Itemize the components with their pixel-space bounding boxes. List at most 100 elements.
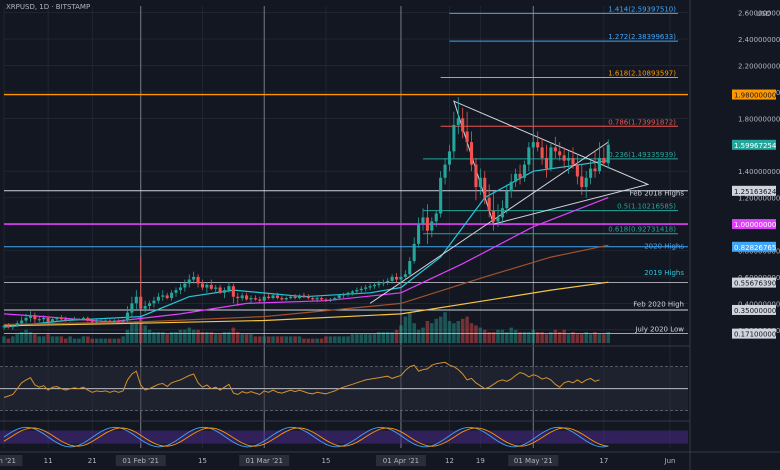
- candle-body: [443, 164, 447, 178]
- candle-body: [368, 286, 372, 288]
- candle-body: [328, 299, 332, 301]
- candle-body: [161, 295, 165, 297]
- volume-bar: [549, 332, 553, 343]
- volume-bar: [447, 321, 452, 343]
- candle-body: [170, 292, 174, 299]
- volume-bar: [438, 316, 443, 343]
- volume-bar: [174, 332, 178, 343]
- volume-bar: [205, 332, 209, 343]
- candle-body: [408, 261, 412, 275]
- time-axis[interactable]: Jan '21 11 21 01 Feb '21 15 01 Mar '21 15 01 Ap…: [0, 451, 780, 466]
- candle-body: [227, 286, 231, 291]
- volume-bar: [218, 334, 222, 343]
- volume-bar: [421, 327, 425, 343]
- volume-bar: [355, 334, 359, 343]
- time-tick-label: Jun: [664, 457, 676, 465]
- price-axis[interactable]: 2.600000002.400000002.200000002.00000000…: [689, 0, 780, 470]
- time-tick-label: 01 Apr '21: [383, 457, 419, 465]
- volume-bar: [597, 334, 602, 343]
- volume-bar: [491, 332, 496, 343]
- candle-body: [28, 315, 33, 318]
- candle-body: [399, 276, 403, 280]
- volume-bar: [566, 334, 571, 343]
- price-tick-label: 2.20000000: [738, 62, 780, 70]
- candle-body: [214, 287, 218, 289]
- candle-body: [249, 298, 253, 300]
- volume-bar: [465, 316, 469, 343]
- volume-bar: [434, 318, 439, 343]
- candle-body: [602, 157, 606, 164]
- volume-bar: [15, 334, 19, 343]
- volume-bar: [288, 336, 293, 343]
- volume-bar: [200, 332, 205, 343]
- volume-bar: [240, 334, 244, 343]
- volume-bar: [553, 329, 558, 343]
- candle-body: [209, 284, 213, 289]
- candle-body: [20, 320, 24, 324]
- volume-bar: [350, 334, 355, 343]
- price-tag-bg: [732, 139, 776, 150]
- candle-body: [456, 118, 460, 125]
- candle-body: [359, 288, 363, 291]
- candle-body: [492, 210, 496, 222]
- candle-body: [527, 147, 531, 165]
- candle-body: [412, 243, 416, 262]
- fib-label: 0.5(1.10216585): [617, 203, 676, 211]
- volume-bar: [557, 332, 562, 343]
- volume-bar: [412, 323, 416, 343]
- candle-body: [33, 315, 37, 320]
- candle-body: [55, 317, 59, 320]
- candle-body: [134, 296, 138, 304]
- candle-body: [68, 319, 72, 321]
- candle-body: [558, 151, 562, 156]
- candle-body: [434, 213, 438, 222]
- volume-bar: [474, 325, 478, 343]
- volume-bar: [19, 332, 24, 343]
- volume-bar: [319, 338, 324, 343]
- candle-body: [196, 276, 200, 284]
- candle-body: [222, 290, 227, 293]
- volume-bar: [363, 334, 368, 343]
- chart-header: XRPUSD, 1D · BITSTAMP USD: [6, 3, 771, 18]
- candle-body: [121, 320, 125, 322]
- volume-bar: [28, 332, 33, 343]
- candle-body: [553, 147, 557, 152]
- moving-average-line: [3, 197, 609, 323]
- price-tag-bg: [732, 328, 776, 339]
- volume-bar: [562, 329, 566, 343]
- volume-bar: [244, 334, 249, 343]
- volume-bar: [337, 336, 341, 343]
- price-tick-label: 2.40000000: [738, 36, 780, 44]
- stoch-d-line: [3, 427, 609, 447]
- volume-bar: [152, 332, 156, 343]
- volume-bar: [103, 338, 108, 343]
- candle-body: [575, 164, 579, 177]
- volume-bar: [346, 336, 350, 343]
- volume-bar: [399, 325, 403, 343]
- price-axis-bg: [690, 0, 780, 470]
- candle-body: [487, 197, 491, 211]
- volume-bar: [531, 329, 536, 343]
- volume-bar: [535, 332, 540, 343]
- candlesticks: [2, 97, 610, 330]
- volume-bar: [496, 329, 500, 343]
- candle-body: [337, 295, 341, 299]
- candle-body: [42, 317, 46, 320]
- candle-body: [584, 177, 588, 188]
- volume-bar: [33, 334, 37, 343]
- volume-bar: [324, 336, 328, 343]
- candle-body: [306, 296, 310, 299]
- volume-bar: [580, 334, 584, 343]
- candle-body: [302, 295, 306, 297]
- volume-bar: [138, 316, 143, 343]
- candle-body: [465, 131, 469, 143]
- volume-bar: [443, 312, 447, 343]
- volume-bar: [500, 329, 505, 343]
- volume-bar: [222, 332, 227, 343]
- candle-body: [386, 280, 390, 283]
- candle-body: [571, 157, 575, 165]
- candle-body: [297, 295, 302, 299]
- volume-bar: [134, 321, 139, 343]
- volume-bar: [213, 334, 218, 343]
